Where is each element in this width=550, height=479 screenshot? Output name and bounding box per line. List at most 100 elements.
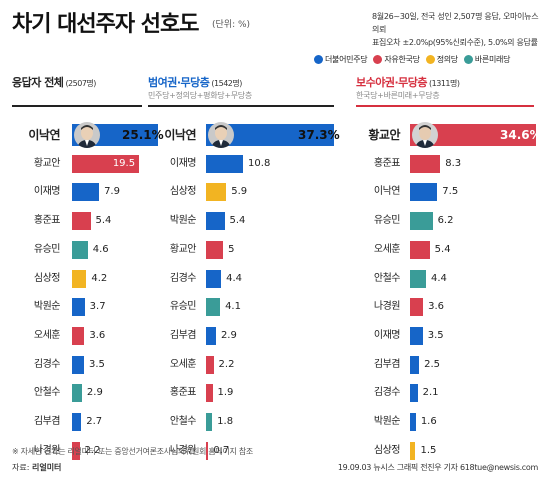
source-label: 자료:: [12, 463, 30, 472]
legend-label: 더불어민주당: [325, 55, 368, 64]
bar-row: 나경원 3.6: [356, 298, 538, 317]
bar-row: 안철수 4.4: [356, 269, 538, 288]
bar-row: 심상정 5.9: [148, 183, 338, 202]
category-label: 김경수: [373, 387, 401, 399]
category-label: 안철수: [33, 387, 61, 399]
panel-title: 응답자 전체 (2507명): [12, 74, 96, 90]
bar: [410, 298, 424, 317]
legend-label: 정의당: [436, 55, 458, 64]
bar: [206, 269, 222, 288]
bar: [410, 384, 418, 403]
value-label: 2.5: [424, 358, 440, 370]
value-label: 7.5: [442, 186, 459, 198]
value-label: 37.3%: [298, 128, 340, 142]
category-label: 홍준표: [373, 157, 401, 169]
bar-row: 유승민 4.1: [148, 298, 338, 317]
bar: [206, 413, 213, 431]
value-label: 4.4: [431, 272, 447, 284]
bar-row: 이낙연 7.5: [356, 183, 538, 202]
value-label: 4.2: [91, 272, 108, 284]
value-label: 19.5: [112, 157, 136, 169]
category-label: 이낙연: [28, 128, 60, 142]
bar: [72, 355, 84, 374]
panel-title-text: 보수야권·무당층: [356, 76, 428, 89]
source: 자료: 리얼미터: [12, 462, 61, 473]
category-label: 안철수: [169, 416, 197, 427]
bar-row: 심상정 1.5: [356, 441, 538, 460]
bar-row: 김경수 2.1: [356, 384, 538, 403]
value-label: 4.4: [226, 272, 242, 284]
bar: [206, 154, 244, 173]
value-label: 2.1: [422, 387, 439, 399]
bar-row: 나경원 0.7: [148, 441, 338, 460]
value-label: 1.8: [217, 416, 234, 427]
category-label: 이낙연: [373, 186, 401, 198]
category-label: 심상정: [373, 444, 401, 456]
bar-row: 홍준표 8.3: [356, 154, 538, 173]
category-label: 심상정: [169, 186, 197, 198]
bar: [72, 154, 139, 173]
value-label: 1.9: [217, 387, 234, 399]
category-label: 오세훈: [33, 329, 61, 341]
category-label: 유승민: [169, 301, 197, 313]
category-label: 홍준표: [33, 215, 61, 227]
bar: [72, 413, 82, 431]
bar: [206, 326, 216, 345]
value-label: 34.6%: [500, 128, 542, 142]
value-label: 1.6: [420, 416, 437, 427]
bar-row: 이낙연 25.1%: [12, 122, 164, 148]
candidate-portrait: [74, 122, 100, 148]
category-label: 황교안: [33, 157, 61, 169]
category-label: 황교안: [368, 128, 400, 142]
bar: [72, 441, 80, 460]
category-label: 오세훈: [373, 243, 401, 255]
bar: [410, 212, 433, 231]
value-label: 3.6: [428, 301, 445, 313]
bar-row: 황교안 19.5: [12, 154, 146, 173]
bar: [410, 355, 420, 374]
panel-subtitle: 한국당+바른미래+무당층: [356, 91, 440, 100]
value-label: 5: [228, 243, 235, 255]
bar: [410, 124, 536, 146]
category-label: 김경수: [33, 358, 61, 370]
panel-sample-size: (2507명): [65, 79, 96, 88]
bar: [410, 240, 430, 259]
category-label: 나경원: [373, 301, 401, 313]
legend-dot: [463, 55, 473, 64]
bar: [206, 355, 214, 374]
panel-divider: [148, 105, 334, 107]
bar-row: 김부겸 2.5: [356, 355, 538, 374]
bar: [206, 384, 213, 403]
legend-item-bm: 바른미래당: [463, 54, 510, 65]
survey-note-line: 8월26~30일, 전국 성인 2,507명 응답, 오마이뉴스 의뢰: [372, 12, 539, 34]
bar-row: 박원순 3.7: [12, 298, 146, 317]
legend-dot: [425, 55, 435, 64]
bar-row: 이재명 3.5: [356, 326, 538, 345]
category-label: 박원순: [373, 416, 401, 427]
category-label: 김부겸: [373, 358, 401, 370]
panel-sample-size: (1542명): [211, 79, 242, 88]
value-label: 3.5: [427, 329, 444, 341]
category-label: 심상정: [33, 272, 61, 284]
page-title: 차기 대선주자 선호도: [12, 12, 199, 37]
category-label: 이재명: [169, 157, 197, 169]
panel-title-text: 응답자 전체: [12, 76, 64, 89]
category-label: 이재명: [373, 329, 401, 341]
source-name: 리얼미터: [31, 463, 62, 472]
bar: [72, 298, 85, 317]
category-label: 황교안: [169, 243, 197, 255]
value-label: 4.6: [92, 243, 109, 255]
bar-row: 박원순 5.4: [148, 212, 338, 231]
category-label: 안철수: [373, 272, 401, 284]
bar: [206, 212, 225, 231]
panel-title: 범여권·무당층 (1542명): [148, 74, 242, 90]
value-label: 5.4: [434, 243, 451, 255]
bar-row: 유승민 6.2: [356, 212, 538, 231]
bar-row: 박원순 1.6: [356, 413, 538, 431]
category-label: 오세훈: [169, 358, 197, 370]
category-label: 유승민: [33, 243, 61, 255]
value-label: 3.6: [89, 329, 106, 341]
bar-row: 안철수 1.8: [148, 413, 338, 431]
value-label: 6.2: [437, 215, 454, 227]
bar: [206, 441, 209, 460]
